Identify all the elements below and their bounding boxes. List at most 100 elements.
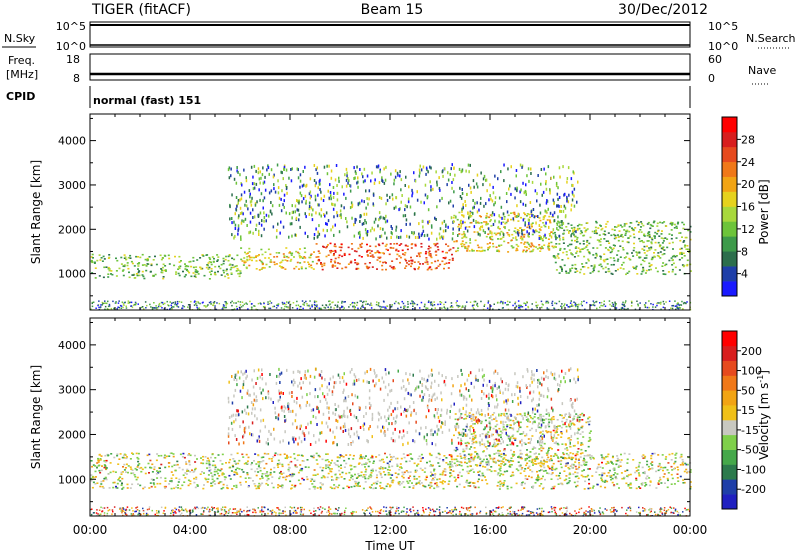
- x-tick-label: 00:00: [673, 523, 708, 537]
- freq-tick-top: 18: [66, 53, 80, 66]
- power-y-axis: 1000 2000 3000 4000: [58, 117, 690, 297]
- colorbar-swatch: [722, 221, 737, 237]
- power-panel: 1000 2000 3000 4000 Slant Range [km]: [29, 113, 692, 311]
- y-tick-label: 2000: [58, 223, 86, 236]
- x-tick-label: 00:00: [73, 523, 108, 537]
- colorbar-tick-label: 100: [741, 365, 762, 378]
- power-band: [90, 253, 242, 280]
- colorbar-swatch: [722, 434, 737, 450]
- colorbar-tick-label: 4: [741, 268, 748, 281]
- nave-tick-top: 60: [708, 53, 722, 66]
- y-tick-label: 3000: [58, 179, 86, 192]
- colorbar-swatch: [722, 464, 737, 480]
- nsky-tick-bottom: 10^0: [56, 40, 86, 53]
- colorbar-tick-label: 16: [741, 201, 755, 214]
- y-tick-label: 3000: [58, 384, 86, 397]
- colorbar-tick-label: 12: [741, 223, 755, 236]
- freq-label-1: Freq.: [8, 54, 35, 67]
- freq-tick-bottom: 8: [73, 72, 80, 85]
- colorbar-swatch: [722, 479, 737, 495]
- power-frame: [89, 113, 691, 311]
- power-scatter-upper: [227, 163, 579, 242]
- colorbar-swatch: [722, 281, 737, 297]
- nsearch-label: N.Search: [746, 32, 796, 45]
- x-tick-label: 12:00: [373, 523, 408, 537]
- velocity-y-axis: 1000 2000 3000 4000: [58, 321, 690, 503]
- colorbar-swatch: [722, 266, 737, 282]
- colorbar-swatch: [722, 176, 737, 192]
- nsky-strip: N.Sky 10^5 10^0 10^5 10^0 N.Search: [2, 20, 796, 53]
- x-tick-label: 16:00: [473, 523, 508, 537]
- velocity-colorbar: 200 100 50 15 -15 -50 -100 -200: [721, 330, 766, 510]
- power-band: [552, 220, 692, 276]
- power-band: [240, 247, 315, 271]
- nave-label: Nave: [748, 64, 776, 77]
- colorbar-swatch: [722, 117, 737, 133]
- cpid-label: CPID: [6, 90, 35, 103]
- colorbar-tick-label: -100: [741, 463, 766, 476]
- colorbar-swatch: [722, 449, 737, 465]
- freq-label-2: [MHz]: [6, 68, 38, 81]
- y-tick-label: 4000: [58, 135, 86, 148]
- x-tick-label: 20:00: [573, 523, 608, 537]
- colorbar-tick-label: -15: [741, 424, 759, 437]
- colorbar-swatch: [722, 375, 737, 391]
- velocity-panel: 1000 2000 3000 4000 Slant Range [km]: [29, 317, 692, 517]
- colorbar-swatch: [722, 390, 737, 406]
- colorbar-swatch: [722, 146, 737, 163]
- colorbar-frame: [721, 330, 738, 510]
- colorbar-swatch: [722, 405, 737, 421]
- power-scatter-lower: [90, 300, 692, 311]
- power-band: [452, 211, 555, 253]
- cpid-strip: CPID normal (fast) 151: [6, 86, 691, 108]
- velocity-colorbar-label: Velocity [m s-1]: [756, 370, 771, 460]
- power-band: [315, 242, 455, 271]
- nsky-tick-top: 10^5: [56, 20, 86, 33]
- y-tick-label: 1000: [58, 473, 86, 486]
- x-axis-label: Time UT: [364, 539, 415, 553]
- colorbar-tick-label: 15: [741, 404, 755, 417]
- nsearch-tick-bottom: 10^0: [708, 40, 738, 53]
- colorbar-swatch: [722, 420, 737, 436]
- colorbar-swatch: [722, 191, 737, 207]
- time-axis: 00:00 04:00 08:00 12:00 16:00 20:00 00:00: [73, 114, 708, 537]
- radar-title: TIGER (fitACF): [91, 2, 191, 18]
- x-tick-label: 04:00: [173, 523, 208, 537]
- nave-tick-bottom: 0: [708, 72, 715, 85]
- velocity-band: [453, 412, 592, 468]
- nsearch-tick-top: 10^5: [708, 20, 738, 33]
- colorbar-swatch: [722, 236, 737, 252]
- colorbar-swatch: [722, 251, 737, 267]
- cpid-text: normal (fast) 151: [93, 94, 201, 107]
- y-tick-label: 2000: [58, 428, 86, 441]
- colorbar-swatch: [722, 345, 737, 361]
- y-tick-label: 4000: [58, 339, 86, 352]
- power-y-label: Slant Range [km]: [29, 160, 43, 264]
- beam-title: Beam 15: [361, 2, 424, 18]
- colorbar-tick-label: 50: [741, 384, 755, 397]
- y-tick-label: 1000: [58, 268, 86, 281]
- colorbar-swatch: [722, 206, 737, 222]
- colorbar-tick-label: -200: [741, 483, 766, 496]
- x-tick-label: 08:00: [273, 523, 308, 537]
- nsky-label: N.Sky: [4, 32, 36, 45]
- colorbar-tick-label: -50: [741, 444, 759, 457]
- power-colorbar-label: Power [dB]: [757, 179, 771, 244]
- velocity-scatter: [90, 367, 692, 517]
- freq-strip: Freq. [MHz] 18 8 60 0 Nave: [6, 53, 776, 85]
- power-colorbar: 28 24 20 16 12 8 4: [721, 116, 755, 297]
- colorbar-tick-label: 20: [741, 178, 755, 191]
- power-scatter: [90, 163, 692, 311]
- velocity-scatter-upper: [227, 367, 579, 447]
- colorbar-swatch: [722, 360, 737, 376]
- colorbar-tick-label: 200: [741, 345, 762, 358]
- date-title: 30/Dec/2012: [618, 2, 708, 18]
- colorbar-swatch: [722, 131, 737, 148]
- velocity-y-label: Slant Range [km]: [29, 365, 43, 469]
- colorbar-tick-label: 24: [741, 156, 755, 169]
- colorbar-tick-label: 28: [741, 133, 755, 146]
- colorbar-swatch: [722, 331, 737, 347]
- colorbar-tick-label: 8: [741, 245, 748, 258]
- colorbar-swatch: [722, 161, 737, 177]
